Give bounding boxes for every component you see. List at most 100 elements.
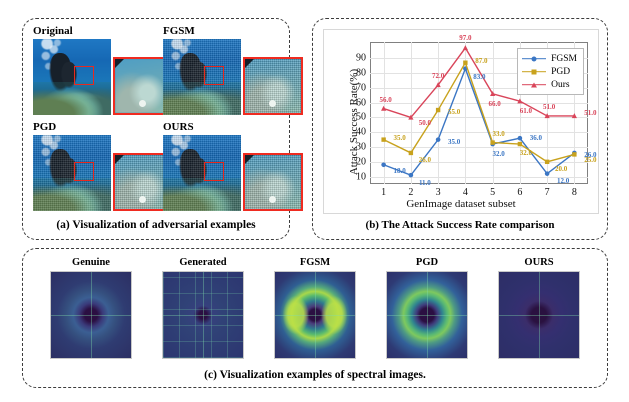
data-point-marker[interactable]	[381, 162, 386, 168]
data-point-label: 56.0	[379, 95, 392, 104]
data-point-label: 35.0	[448, 137, 461, 146]
data-point-marker[interactable]	[408, 150, 414, 156]
data-point-label: 26.0	[418, 155, 431, 164]
data-point-marker[interactable]	[572, 152, 577, 157]
data-point-marker[interactable]	[571, 113, 577, 119]
grid-line-vertical	[383, 42, 385, 184]
data-point-marker[interactable]	[408, 172, 414, 178]
x-tick-label: 3	[435, 187, 441, 198]
grid-line-horizontal	[370, 117, 588, 119]
legend-swatch	[522, 82, 547, 87]
grid-line-vertical	[574, 42, 576, 184]
spectral-cell-fgsm: FGSM	[265, 257, 365, 359]
chart-legend[interactable]: FGSM PGD Ours	[517, 48, 584, 95]
data-point-label: 18.0	[393, 166, 406, 175]
spectrum-axis-horizontal	[275, 315, 355, 316]
data-point-marker[interactable]	[381, 137, 386, 142]
data-point-marker[interactable]	[435, 137, 441, 142]
data-point-marker[interactable]	[517, 141, 523, 147]
adversarial-noise-overlay	[33, 135, 111, 211]
grid-line-horizontal	[370, 87, 588, 89]
adv-cell-title: Original	[33, 25, 73, 37]
y-tick-label: 40	[356, 126, 366, 138]
legend-item-ours[interactable]: Ours	[522, 78, 577, 91]
data-point-label: 51.0	[584, 108, 597, 117]
adv-crop-fgsm	[243, 57, 303, 115]
diver-secondary-figure	[61, 61, 77, 88]
data-point-label: 36.0	[529, 134, 542, 143]
adv-photo-ours	[163, 135, 241, 211]
spectrum-axis-vertical	[539, 272, 540, 358]
data-point-marker[interactable]	[462, 45, 468, 51]
adv-cell-pgd: PGD	[33, 121, 173, 213]
adv-photo-fgsm	[163, 39, 241, 115]
data-point-label: 72.0	[432, 71, 445, 80]
data-point-label: 26.0	[584, 150, 597, 159]
crop-highlight-dot	[138, 99, 146, 107]
crop-highlight-dot	[268, 195, 276, 203]
adv-cell-fgsm: FGSM	[163, 25, 303, 117]
x-tick-label: 1	[381, 187, 387, 198]
grid-line-horizontal	[370, 147, 588, 149]
data-point-label: 50.0	[418, 119, 431, 128]
x-tick-label: 5	[490, 187, 496, 198]
spectral-cell-pgd: PGD	[377, 257, 477, 359]
spectrum-axis-vertical	[91, 272, 92, 358]
legend-item-pgd[interactable]: PGD	[522, 65, 577, 78]
legend-label: FGSM	[551, 53, 577, 64]
spectrum-image-fgsm	[274, 271, 356, 359]
data-point-marker[interactable]	[544, 113, 550, 119]
coral-reef	[33, 177, 111, 211]
panel-adversarial-examples: Original	[22, 18, 303, 240]
data-point-marker[interactable]	[517, 135, 523, 141]
data-point-label: 12.0	[557, 176, 570, 185]
x-tick-label: 7	[544, 187, 550, 198]
spectral-cell-title: Generated	[179, 257, 227, 268]
adv-cell-title: OURS	[163, 121, 194, 133]
y-tick-label: 90	[356, 52, 366, 64]
grid-line-vertical	[492, 42, 494, 184]
data-point-label: 87.0	[475, 56, 488, 65]
data-point-marker[interactable]	[490, 90, 496, 96]
data-point-marker[interactable]	[435, 107, 441, 113]
spectrum-core	[51, 272, 131, 358]
legend-swatch	[522, 69, 547, 74]
data-point-marker[interactable]	[544, 159, 550, 165]
grid-line-vertical	[519, 42, 521, 184]
selection-box	[73, 162, 94, 181]
data-point-label: 25.0	[584, 156, 597, 165]
panel-c-caption: (c) Visualization examples of spectral i…	[204, 369, 426, 381]
selection-box	[73, 66, 94, 85]
coral-reef	[163, 81, 241, 115]
data-point-marker[interactable]	[490, 140, 495, 145]
data-point-label: 97.0	[459, 33, 472, 42]
grid-line-horizontal	[370, 58, 588, 60]
coral-reef	[163, 177, 241, 211]
diver-secondary-figure	[191, 157, 207, 184]
spectrum-axis-vertical	[427, 272, 428, 358]
spectrum-axis-vertical	[203, 272, 204, 358]
legend-item-fgsm[interactable]: FGSM	[522, 52, 577, 65]
data-point-marker[interactable]	[381, 105, 387, 111]
crop-corner-marker-icon	[245, 59, 254, 68]
legend-swatch	[522, 56, 547, 61]
data-point-marker[interactable]	[408, 114, 414, 120]
spectrum-image-genuine	[50, 271, 132, 359]
coral-reef	[33, 81, 111, 115]
spectral-cell-ours: OURS	[489, 257, 589, 359]
grid-line-vertical	[410, 42, 412, 184]
data-point-marker[interactable]	[463, 60, 468, 65]
x-tick-label: 2	[408, 187, 414, 198]
data-point-marker[interactable]	[435, 82, 441, 88]
spectrum-axis-horizontal	[499, 315, 579, 316]
series-lines	[381, 45, 577, 178]
data-point-label: 83.0	[473, 72, 486, 81]
x-axis-title: GenImage dataset subset	[406, 198, 516, 210]
data-point-label: 66.0	[488, 99, 501, 108]
adversarial-noise-overlay	[163, 135, 241, 211]
data-point-label: 32.0	[492, 150, 505, 159]
plot-area: 18.0 11.0 35.0 83.0 32.0 36.0 12.0 26.0 35.0 26.0…	[356, 34, 597, 198]
data-point-marker[interactable]	[517, 98, 523, 104]
data-point-marker[interactable]	[544, 171, 550, 176]
